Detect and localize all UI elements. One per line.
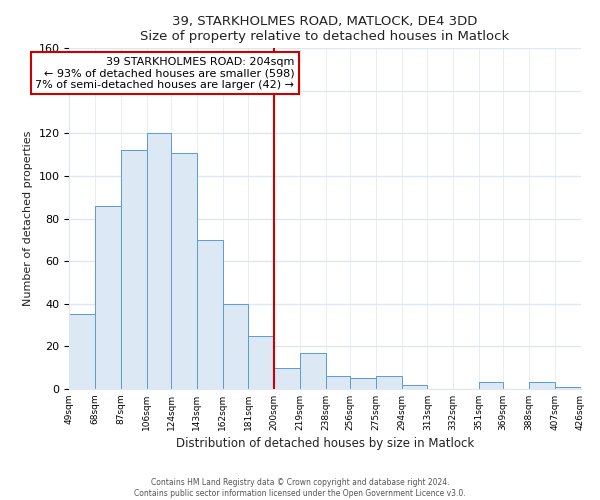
Text: Contains HM Land Registry data © Crown copyright and database right 2024.
Contai: Contains HM Land Registry data © Crown c… [134, 478, 466, 498]
Bar [479, 382, 503, 389]
Bar [326, 376, 350, 389]
Bar [274, 368, 300, 389]
Bar [146, 134, 171, 389]
Title: 39, STARKHOLMES ROAD, MATLOCK, DE4 3DD
Size of property relative to detached hou: 39, STARKHOLMES ROAD, MATLOCK, DE4 3DD S… [140, 15, 509, 43]
Bar [248, 336, 274, 389]
Bar [171, 152, 197, 389]
Bar [197, 240, 223, 389]
Bar [95, 206, 121, 389]
X-axis label: Distribution of detached houses by size in Matlock: Distribution of detached houses by size … [176, 437, 474, 450]
Bar [70, 314, 95, 389]
Bar [121, 150, 146, 389]
Y-axis label: Number of detached properties: Number of detached properties [23, 131, 33, 306]
Bar [350, 378, 376, 389]
Bar [223, 304, 248, 389]
Bar [555, 386, 581, 389]
Bar [529, 382, 555, 389]
Bar [376, 376, 401, 389]
Bar [401, 384, 427, 389]
Bar [300, 352, 326, 389]
Text: 39 STARKHOLMES ROAD: 204sqm
← 93% of detached houses are smaller (598)
7% of sem: 39 STARKHOLMES ROAD: 204sqm ← 93% of det… [35, 57, 294, 90]
